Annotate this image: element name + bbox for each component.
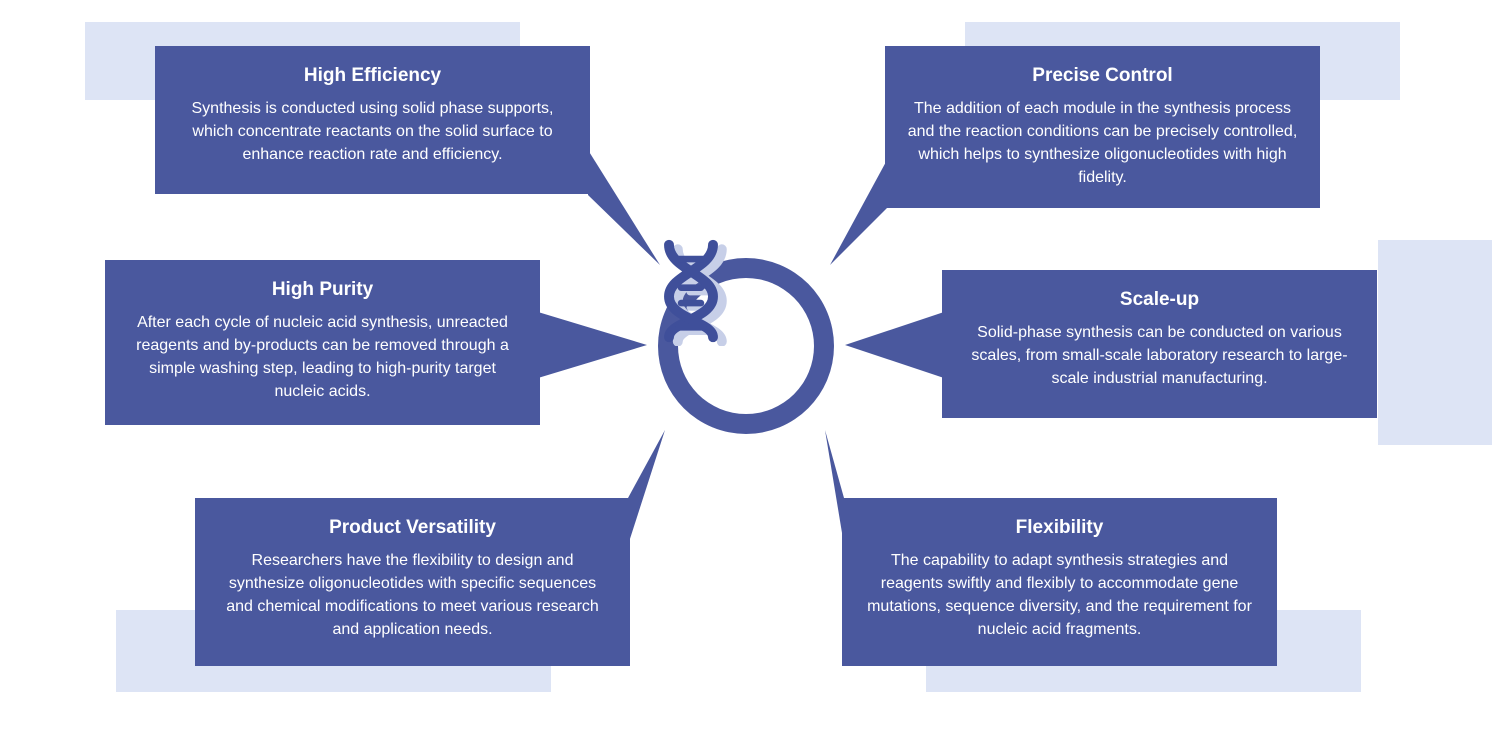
card-precise-control: Precise Control The addition of each mod… (885, 46, 1320, 208)
card-title: Product Versatility (217, 516, 608, 541)
card-scale-up: Scale-up Solid-phase synthesis can be co… (942, 270, 1377, 418)
pointer-precise-control (830, 160, 887, 265)
card-flexibility: Flexibility The capability to adapt synt… (842, 498, 1277, 666)
card-body: The capability to adapt synthesis strate… (864, 549, 1255, 642)
card-body: The addition of each module in the synth… (907, 97, 1298, 190)
card-title: Flexibility (864, 516, 1255, 541)
pointer-high-purity (538, 312, 647, 378)
card-title: Scale-up (964, 288, 1355, 313)
card-product-versatility: Product Versatility Researchers have the… (195, 498, 630, 666)
card-title: High Purity (127, 278, 518, 303)
infographic-container: High Efficiency Synthesis is conducted u… (0, 0, 1492, 729)
card-body: Solid-phase synthesis can be conducted o… (964, 321, 1355, 391)
card-body: Researchers have the flexibility to desi… (217, 549, 608, 642)
card-high-purity: High Purity After each cycle of nucleic … (105, 260, 540, 425)
dna-icon (691, 291, 801, 401)
card-title: High Efficiency (177, 64, 568, 89)
card-body: Synthesis is conducted using solid phase… (177, 97, 568, 167)
pointer-scale-up (845, 312, 944, 378)
pointer-product-versatility (628, 430, 665, 545)
card-title: Precise Control (907, 64, 1298, 89)
card-body: After each cycle of nucleic acid synthes… (127, 311, 518, 404)
card-high-efficiency: High Efficiency Synthesis is conducted u… (155, 46, 590, 194)
